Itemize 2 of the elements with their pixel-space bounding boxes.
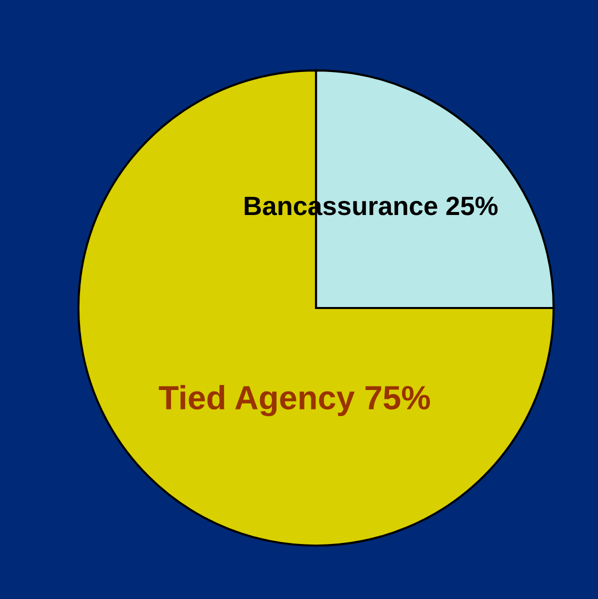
slice-label: Tied Agency 75% xyxy=(158,385,430,416)
pie-slice xyxy=(77,69,555,547)
